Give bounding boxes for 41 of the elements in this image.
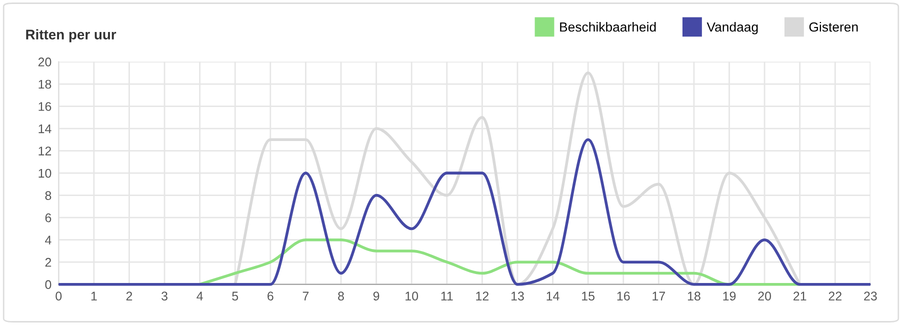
x-tick-label: 1: [91, 292, 97, 300]
x-tick-label: 12: [476, 292, 489, 300]
legend-label: Beschikbaarheid: [560, 22, 656, 32]
y-tick-label: 18: [38, 80, 52, 89]
x-tick-label: 16: [617, 292, 630, 300]
x-tick-label: 17: [652, 292, 665, 300]
x-tick-label: 11: [441, 292, 453, 300]
y-tick-label: 6: [45, 213, 52, 222]
x-tick-label: 13: [511, 292, 524, 300]
y-tick-label: 8: [45, 191, 52, 200]
line-series: [234, 71, 802, 286]
y-tick-label: 14: [38, 124, 52, 134]
x-tick-label: 22: [828, 292, 842, 300]
x-tick-label: 20: [758, 292, 772, 300]
y-tick-label: 12: [38, 146, 52, 156]
x-tick-label: 7: [302, 292, 309, 300]
line-series: [198, 238, 802, 286]
x-tick-label: 2: [126, 292, 132, 300]
y-tick-label: 4: [45, 236, 52, 244]
x-tick-label: 15: [582, 292, 594, 300]
x-tick-label: 19: [723, 292, 736, 300]
x-tick-label: 10: [406, 292, 418, 300]
y-tick-label: 2: [45, 258, 52, 267]
chart-title: Ritten per uur: [26, 29, 116, 42]
y-tick-label: 10: [38, 168, 52, 178]
x-tick-label: 23: [864, 292, 877, 300]
x-tick-label: 14: [546, 292, 560, 300]
x-tick-label: 4: [196, 292, 203, 300]
x-tick-label: 5: [232, 292, 238, 300]
x-tick-label: 8: [338, 292, 344, 300]
y-tick-label: 20: [38, 58, 52, 66]
y-tick-label: 0: [45, 280, 52, 290]
legend-label: Vandaag: [706, 22, 758, 34]
x-tick-label: 3: [162, 292, 168, 300]
legend-label: Gisteren: [809, 22, 858, 32]
x-tick-label: 21: [794, 292, 806, 300]
x-tick-label: 6: [268, 292, 274, 300]
x-tick-label: 18: [688, 292, 700, 300]
y-tick-label: 16: [38, 102, 52, 111]
x-tick-label: 0: [56, 292, 62, 300]
x-tick-label: 9: [373, 292, 380, 300]
